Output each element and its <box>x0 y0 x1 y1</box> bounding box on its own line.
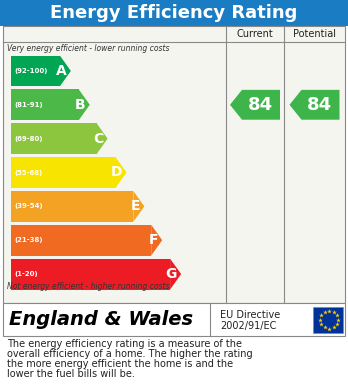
Text: lower the fuel bills will be.: lower the fuel bills will be. <box>7 369 135 379</box>
Bar <box>3 303 345 336</box>
Text: D: D <box>111 165 122 179</box>
Text: Potential: Potential <box>293 29 336 39</box>
Text: 84: 84 <box>307 96 332 114</box>
Polygon shape <box>79 90 90 120</box>
Text: Very energy efficient - lower running costs: Very energy efficient - lower running co… <box>7 44 169 53</box>
Text: E: E <box>131 199 140 213</box>
Bar <box>11 123 97 154</box>
Text: (1-20): (1-20) <box>14 271 38 277</box>
Polygon shape <box>290 90 340 120</box>
Bar <box>11 56 60 86</box>
Text: The energy efficiency rating is a measure of the: The energy efficiency rating is a measur… <box>7 339 242 349</box>
Text: A: A <box>56 64 67 78</box>
Text: B: B <box>75 98 86 112</box>
Text: (39-54): (39-54) <box>14 203 42 209</box>
Text: Current: Current <box>237 29 274 39</box>
Text: G: G <box>166 267 177 281</box>
Bar <box>11 157 116 188</box>
Bar <box>11 258 170 289</box>
Text: 84: 84 <box>247 96 272 114</box>
Polygon shape <box>133 191 144 222</box>
Polygon shape <box>230 90 280 120</box>
Bar <box>11 90 79 120</box>
Text: overall efficiency of a home. The higher the rating: overall efficiency of a home. The higher… <box>7 349 253 359</box>
Polygon shape <box>116 157 127 188</box>
Bar <box>11 191 133 222</box>
Text: F: F <box>149 233 158 247</box>
Text: EU Directive: EU Directive <box>220 310 280 321</box>
Text: 2002/91/EC: 2002/91/EC <box>220 321 276 330</box>
Text: Energy Efficiency Rating: Energy Efficiency Rating <box>50 4 298 22</box>
Polygon shape <box>97 123 108 154</box>
Text: C: C <box>93 132 104 145</box>
Bar <box>0 0 348 26</box>
Text: (21-38): (21-38) <box>14 237 42 243</box>
Text: the more energy efficient the home is and the: the more energy efficient the home is an… <box>7 359 233 369</box>
Text: England & Wales: England & Wales <box>9 310 193 329</box>
Text: (55-68): (55-68) <box>14 170 42 176</box>
Bar <box>11 225 151 256</box>
Text: (92-100): (92-100) <box>14 68 47 74</box>
Text: (81-91): (81-91) <box>14 102 42 108</box>
Bar <box>313 307 343 332</box>
Polygon shape <box>170 258 181 289</box>
Bar <box>3 26 345 303</box>
Text: Not energy efficient - higher running costs: Not energy efficient - higher running co… <box>7 282 169 291</box>
Text: (69-80): (69-80) <box>14 136 42 142</box>
Polygon shape <box>60 56 71 86</box>
Polygon shape <box>151 225 162 256</box>
